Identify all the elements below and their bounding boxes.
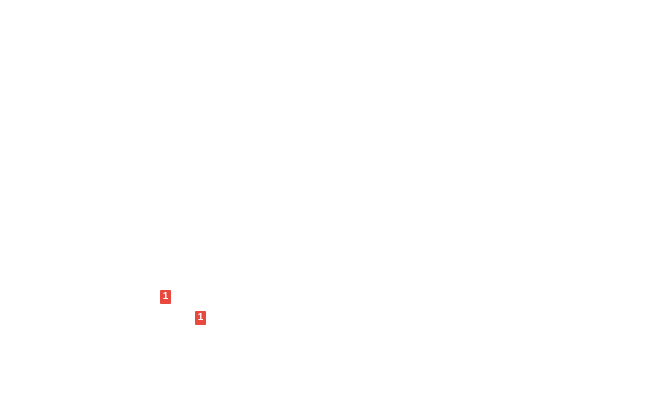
badge-count-label: 1 (162, 291, 169, 302)
badge-count-label: 1 (197, 312, 204, 323)
marker-badge[interactable]: 1 (195, 311, 206, 325)
marker-badge[interactable]: 1 (160, 290, 171, 304)
